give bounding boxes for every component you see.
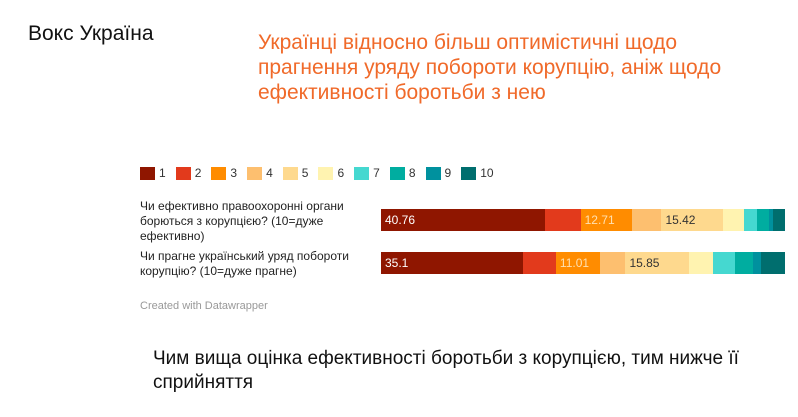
bar-segment-7	[744, 209, 758, 231]
question-label-1: Чи ефективно правоохоронні органи борють…	[140, 199, 344, 243]
legend-item-1: 1	[140, 166, 166, 180]
legend-item-6: 6	[318, 166, 344, 180]
legend-swatch	[318, 166, 334, 180]
legend-item-5: 5	[282, 166, 309, 180]
legend-label: 8	[408, 166, 416, 180]
legend-swatch	[282, 166, 298, 180]
stacked-bar-1: 40.76 12.71 15.42	[381, 209, 785, 231]
legend-swatch	[354, 166, 370, 180]
legend-swatch	[425, 166, 441, 180]
bar-segment-5: 15.85	[625, 252, 690, 274]
stacked-bar-2: 35.1 11.01 15.85	[381, 252, 785, 274]
bar-segment-1: 35.1	[381, 252, 523, 274]
bar-segment-9	[769, 209, 774, 231]
bar-segment-10	[773, 209, 785, 231]
legend-item-2: 2	[175, 166, 202, 180]
legend-label: 9	[444, 166, 452, 180]
brand-title: Вокс Україна	[28, 22, 154, 45]
legend-item-7: 7	[354, 166, 380, 180]
bar-segment-5: 15.42	[661, 209, 724, 231]
legend-swatch	[175, 166, 191, 180]
bar-segment-6	[723, 209, 745, 231]
legend-swatch	[211, 166, 227, 180]
bar-segment-8	[757, 209, 770, 231]
legend-item-10: 10	[461, 166, 494, 180]
legend-label: 4	[266, 166, 273, 180]
legend-label: 10	[480, 166, 494, 180]
bar-segment-10	[761, 252, 785, 274]
legend-item-3: 3	[211, 166, 237, 180]
legend-item-9: 9	[425, 166, 452, 180]
bar-segment-9	[753, 252, 762, 274]
legend-item-4: 4	[247, 166, 273, 180]
bar-segment-7	[713, 252, 736, 274]
bar-segment-6	[689, 252, 714, 274]
legend-label: 3	[230, 166, 238, 180]
legend-label: 1	[159, 166, 166, 180]
bar-segment-1: 40.76	[381, 209, 545, 231]
footer-caption: Чим вища оцінка ефективності боротьби з …	[153, 348, 739, 393]
legend-item-8: 8	[389, 166, 416, 180]
legend-swatch	[247, 166, 263, 180]
bar-segment-4	[600, 252, 626, 274]
bar-segment-3: 11.01	[555, 252, 601, 274]
bar-segment-8	[735, 252, 754, 274]
bar-segment-4	[631, 209, 662, 231]
bar-segment-2	[522, 252, 556, 274]
legend-swatch	[389, 166, 405, 180]
legend-label: 5	[301, 166, 309, 180]
bar-segment-2	[544, 209, 581, 231]
chart-title: Українці відносно більш оптимістичні щод…	[258, 31, 722, 104]
credit: Created with Datawrapper	[140, 300, 268, 312]
legend-swatch	[461, 166, 477, 180]
legend-label: 6	[337, 166, 345, 180]
legend: 1 2 3 4 5 6 7 8 9 10	[140, 166, 494, 180]
legend-swatch	[140, 166, 155, 180]
legend-label: 7	[373, 166, 380, 180]
legend-label: 2	[194, 166, 202, 180]
question-label-2: Чи прагне український уряд побороти кору…	[140, 249, 349, 278]
bar-segment-3: 12.71	[580, 209, 632, 231]
